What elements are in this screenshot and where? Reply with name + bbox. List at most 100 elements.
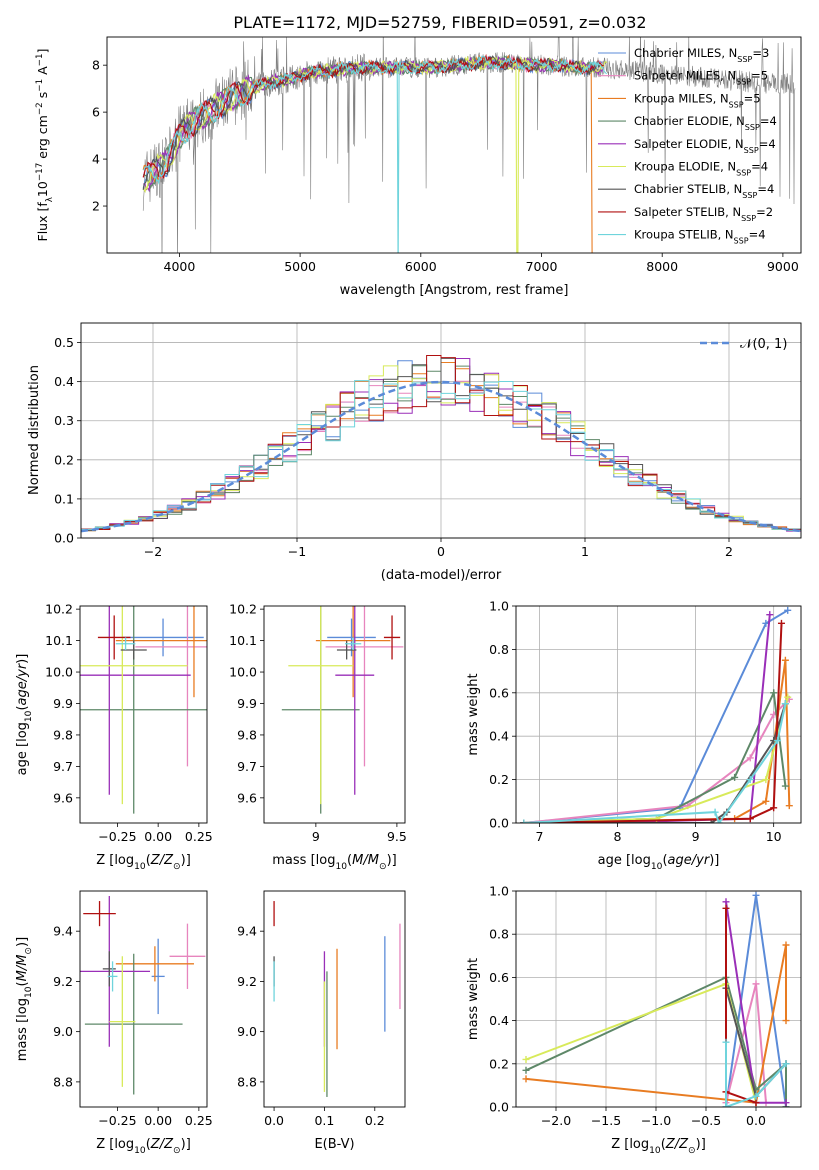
x-tick-label: 2 xyxy=(725,544,733,559)
label-part: ⊙ xyxy=(24,947,34,955)
label-part: M/M xyxy=(352,853,379,868)
series-line xyxy=(523,623,783,823)
series-marker xyxy=(770,689,778,697)
series-marker xyxy=(722,898,730,906)
legend-label: Salpeter STELIB, NSSP=2 xyxy=(634,205,773,223)
y-tick-label: 9.9 xyxy=(237,696,257,711)
series-line xyxy=(523,660,791,823)
series-marker xyxy=(752,1099,760,1107)
legend-label: Kroupa STELIB, NSSP=4 xyxy=(634,228,766,246)
label-part: 10 xyxy=(335,862,347,872)
y-tick-label: 0.0 xyxy=(489,816,509,831)
model-spectrum xyxy=(142,53,604,179)
x-tick-label: −1 xyxy=(288,544,306,559)
x-tick-label: −0.25 xyxy=(98,1113,136,1128)
y-tick-label: 2 xyxy=(92,199,100,214)
label-part: age [log xyxy=(598,853,651,868)
legend-label: 𝒩(0, 1) xyxy=(740,337,787,352)
series-marker xyxy=(777,619,785,627)
label-part: age [log xyxy=(15,722,30,775)
label-part: Z [log xyxy=(611,1137,649,1152)
label-part: ] xyxy=(35,49,50,54)
x-tick-label: 0.00 xyxy=(144,829,172,844)
label-part: )] xyxy=(181,1137,191,1152)
x-axis-label: Z [log10(Z/Z⊙)] xyxy=(96,1137,191,1156)
label-part: )] xyxy=(709,853,719,868)
series-marker xyxy=(722,1038,730,1046)
y-tick-label: 9.8 xyxy=(237,727,257,742)
x-tick-label: 0.1 xyxy=(314,1113,334,1128)
x-tick-label: 7000 xyxy=(526,259,558,274)
label-part: Chabrier MILES, N xyxy=(634,46,737,60)
spectrum-panel: 4000 5000 6000 7000 8000 9000 2 4 6 8 wavelength [… xyxy=(35,36,802,298)
model-spectrum xyxy=(143,55,608,253)
normal-reference-curve xyxy=(81,380,801,533)
x-axis-label: Z [log10(Z/Z⊙)] xyxy=(611,1137,706,1156)
x-tick-label: 9000 xyxy=(767,259,799,274)
y-tick-label: 9.0 xyxy=(237,1024,257,1039)
series-marker xyxy=(752,980,760,988)
series-marker xyxy=(731,773,739,781)
label-part: Salpeter STELIB, N xyxy=(634,205,741,219)
label-part: =4 xyxy=(749,228,766,242)
label-part: −2 xyxy=(35,102,45,115)
label-part: SSP xyxy=(745,123,760,132)
series-marker xyxy=(774,737,782,745)
label-part: ( xyxy=(15,981,30,986)
legend-label: Kroupa MILES, NSSP=5 xyxy=(634,91,761,109)
label-part: ( xyxy=(146,1137,151,1152)
y-axis-label: mass [log10(M/M⊙)] xyxy=(15,937,34,1061)
x-tick-label: 5000 xyxy=(284,259,316,274)
y-axis-label: mass weight xyxy=(466,673,481,755)
y-tick-label: 10.0 xyxy=(45,665,73,680)
label-part: s xyxy=(35,92,50,103)
series-marker xyxy=(782,1017,790,1025)
x-tick-label: 7 xyxy=(535,829,543,844)
label-part: ( xyxy=(661,1137,666,1152)
histogram-series xyxy=(81,355,801,530)
histogram-series xyxy=(81,380,801,531)
series-marker xyxy=(522,1055,530,1063)
y-tick-label: 8 xyxy=(92,58,100,73)
label-part: =4 xyxy=(759,137,776,151)
series-marker xyxy=(785,802,793,810)
x-tick-label: −1.0 xyxy=(641,1113,671,1128)
label-part: Kroupa STELIB, N xyxy=(634,228,734,242)
label-part: SSP xyxy=(736,77,751,86)
x-axis-label: Z [log10(Z/Z⊙)] xyxy=(96,853,191,872)
y-axis-label: Normed distribution xyxy=(27,365,42,495)
label-part: ⊙ xyxy=(379,862,387,872)
label-part: erg cm xyxy=(35,115,50,163)
histogram-panel: −2 −1 0 1 2 0.0 0.1 0.2 0.3 0.4 0.5 (data-model)/er… xyxy=(27,322,802,583)
series-marker xyxy=(782,1099,790,1107)
model-spectrum xyxy=(143,55,605,193)
y-tick-label: 0.0 xyxy=(54,531,74,546)
series-marker xyxy=(722,904,730,912)
y-tick-label: 0.1 xyxy=(54,491,74,506)
y-tick-label: 9.6 xyxy=(53,790,73,805)
y-tick-label: 0.6 xyxy=(489,970,509,985)
y-tick-label: 0.2 xyxy=(54,452,74,467)
series-marker xyxy=(522,1066,530,1074)
series-marker xyxy=(746,754,754,762)
series-marker xyxy=(752,1092,760,1100)
label-part: A xyxy=(35,66,50,79)
x-tick-label: 8 xyxy=(614,829,622,844)
x-tick-label: 0.0 xyxy=(746,1113,766,1128)
x-tick-label: 10 xyxy=(766,829,782,844)
x-axis-label: E(B-V) xyxy=(314,1137,354,1152)
label-part: =3 xyxy=(752,46,769,60)
series-marker xyxy=(762,797,770,805)
y-tick-label: 0.8 xyxy=(489,927,509,942)
axes-frame xyxy=(515,605,802,824)
y-tick-label: 9.4 xyxy=(237,924,257,939)
label-part: Salpeter ELODIE, N xyxy=(634,137,744,151)
label-part: Z/Z xyxy=(150,853,174,868)
series-marker xyxy=(711,808,719,816)
axes-frame xyxy=(106,36,802,254)
label-part: λ xyxy=(45,197,55,202)
label-part: Z [log xyxy=(96,853,134,868)
label-part: ( xyxy=(15,705,30,710)
